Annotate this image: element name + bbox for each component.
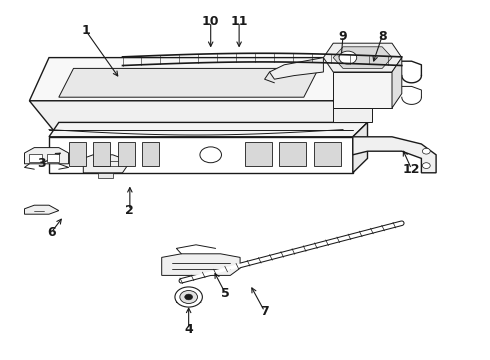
Text: 10: 10 bbox=[202, 15, 220, 28]
Bar bbox=[47, 154, 59, 162]
Polygon shape bbox=[323, 43, 402, 72]
Polygon shape bbox=[59, 68, 318, 97]
Polygon shape bbox=[333, 72, 392, 108]
Polygon shape bbox=[49, 122, 368, 137]
Polygon shape bbox=[333, 108, 372, 122]
Text: 12: 12 bbox=[403, 163, 420, 176]
Circle shape bbox=[422, 163, 430, 168]
Text: 4: 4 bbox=[184, 323, 193, 336]
Polygon shape bbox=[29, 101, 353, 137]
Bar bbox=[69, 142, 86, 166]
Circle shape bbox=[175, 287, 202, 307]
Polygon shape bbox=[162, 254, 240, 275]
Circle shape bbox=[185, 294, 193, 300]
Polygon shape bbox=[353, 137, 436, 173]
Polygon shape bbox=[333, 47, 392, 68]
Text: 2: 2 bbox=[125, 204, 134, 217]
Bar bbox=[279, 142, 306, 166]
Bar bbox=[314, 142, 341, 166]
Bar bbox=[93, 142, 110, 166]
Text: 3: 3 bbox=[37, 157, 46, 170]
Bar bbox=[118, 142, 135, 166]
Text: 1: 1 bbox=[81, 24, 90, 37]
Polygon shape bbox=[353, 122, 368, 173]
Polygon shape bbox=[24, 205, 59, 214]
Bar bbox=[245, 142, 272, 166]
Circle shape bbox=[180, 291, 197, 303]
Polygon shape bbox=[392, 58, 402, 108]
Polygon shape bbox=[24, 148, 69, 164]
Polygon shape bbox=[49, 137, 353, 173]
Polygon shape bbox=[98, 173, 113, 178]
Bar bbox=[29, 154, 42, 162]
Text: 9: 9 bbox=[339, 30, 347, 42]
Circle shape bbox=[422, 148, 430, 154]
Text: 5: 5 bbox=[221, 287, 230, 300]
Polygon shape bbox=[83, 155, 127, 173]
Polygon shape bbox=[270, 58, 323, 79]
Text: 11: 11 bbox=[230, 15, 248, 28]
Bar bbox=[142, 142, 159, 166]
Text: 6: 6 bbox=[47, 226, 56, 239]
Polygon shape bbox=[29, 58, 353, 101]
Text: 8: 8 bbox=[378, 30, 387, 42]
Circle shape bbox=[200, 147, 221, 163]
Text: 7: 7 bbox=[260, 305, 269, 318]
Circle shape bbox=[339, 51, 357, 64]
Polygon shape bbox=[333, 58, 368, 108]
